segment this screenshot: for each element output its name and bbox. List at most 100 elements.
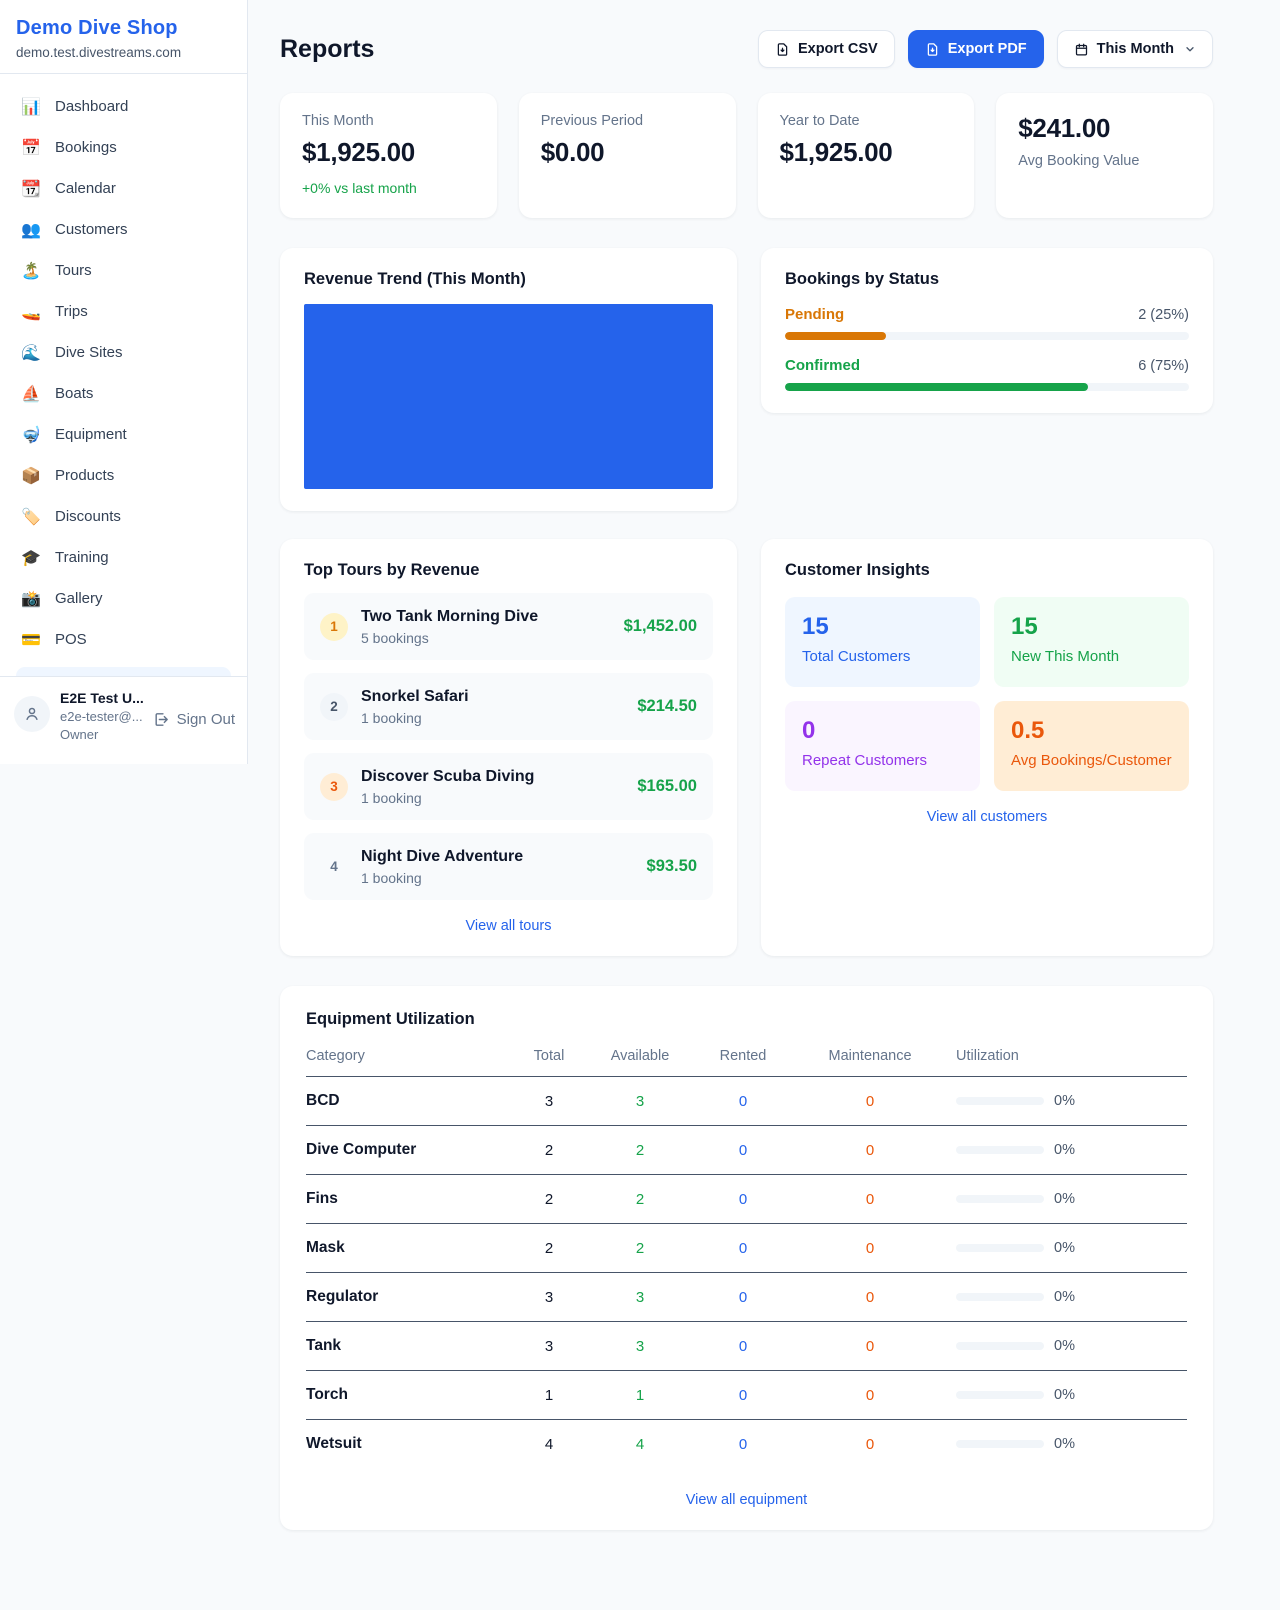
table-row: Wetsuit 4 4 0 0 0% bbox=[306, 1420, 1187, 1468]
top-tours-card: Top Tours by Revenue 1 Two Tank Morning … bbox=[280, 539, 737, 956]
sidebar-user-panel: E2E Test U... e2e-tester@... Owner Sign … bbox=[0, 676, 247, 764]
equipment-total: 4 bbox=[544, 1435, 554, 1453]
column-header-total: Total bbox=[533, 1048, 565, 1064]
stat-label: Avg Booking Value bbox=[1018, 153, 1140, 169]
wave-icon: 🌊 bbox=[21, 343, 41, 362]
utilization-bar bbox=[956, 1146, 1044, 1154]
stat-label: Previous Period bbox=[540, 113, 644, 129]
page-title: Reports bbox=[280, 34, 375, 63]
stat-label: This Month bbox=[302, 113, 374, 129]
equipment-total: 1 bbox=[544, 1386, 554, 1404]
export-pdf-button[interactable]: Export PDF bbox=[907, 30, 1044, 68]
tour-row: 1 Two Tank Morning Dive 5 bookings $1,45… bbox=[304, 593, 713, 660]
column-header-rented: Rented bbox=[719, 1048, 767, 1064]
sidebar-item-discounts[interactable]: 🏷️ Discounts bbox=[8, 496, 239, 537]
sidebar-item-boats[interactable]: ⛵ Boats bbox=[8, 373, 239, 414]
tour-name: Snorkel Safari bbox=[361, 687, 469, 705]
chevron-down-icon bbox=[1186, 47, 1194, 52]
island-icon: 🏝️ bbox=[21, 261, 41, 280]
tour-bookings: 1 booking bbox=[361, 789, 422, 806]
equipment-category: Dive Computer bbox=[306, 1141, 417, 1158]
status-row-confirmed: Confirmed 6 (75%) bbox=[785, 357, 1189, 391]
export-csv-label: Export CSV bbox=[797, 41, 878, 57]
sidebar-item-label: Training bbox=[55, 549, 109, 566]
stat-card-previous-period: Previous Period $0.00 bbox=[518, 93, 736, 218]
calendar-icon bbox=[1075, 43, 1087, 55]
rank-badge: 3 bbox=[320, 772, 348, 801]
revenue-trend-title: Revenue Trend (This Month) bbox=[304, 270, 526, 288]
sailboat-icon: ⛵ bbox=[21, 384, 41, 403]
calendar-date-icon: 📅 bbox=[21, 138, 41, 157]
equipment-available: 2 bbox=[635, 1190, 645, 1208]
sidebar-item-label: Dive Sites bbox=[55, 344, 123, 361]
credit-card-icon: 💳 bbox=[21, 630, 41, 649]
equipment-rented: 0 bbox=[738, 1288, 748, 1306]
shop-header: Demo Dive Shop demo.test.divestreams.com bbox=[0, 0, 247, 74]
equipment-rented: 0 bbox=[738, 1435, 748, 1453]
progress-fill bbox=[785, 383, 1088, 391]
equipment-total: 3 bbox=[544, 1337, 554, 1355]
camera-icon: 📸 bbox=[21, 589, 41, 608]
sidebar-item-reports-partial[interactable] bbox=[16, 667, 231, 676]
sidebar-item-tours[interactable]: 🏝️ Tours bbox=[8, 250, 239, 291]
stat-value: $1,925.00 bbox=[779, 137, 893, 167]
sidebar-item-calendar[interactable]: 📆 Calendar bbox=[8, 168, 239, 209]
view-all-equipment-link[interactable]: View all equipment bbox=[685, 1492, 808, 1508]
period-select[interactable]: This Month bbox=[1056, 30, 1213, 68]
utilization-cell: 0% bbox=[942, 1191, 1187, 1207]
utilization-percent: 0% bbox=[1054, 1093, 1075, 1109]
table-header: Category Total Available Rented Maintena… bbox=[306, 1048, 1187, 1077]
tile-value: 15 bbox=[802, 613, 829, 640]
tour-bookings: 1 booking bbox=[361, 869, 422, 886]
equipment-category: Wetsuit bbox=[306, 1435, 362, 1452]
view-all-tours-link[interactable]: View all tours bbox=[465, 918, 552, 934]
rank-badge: 1 bbox=[320, 612, 348, 641]
rank-badge: 2 bbox=[320, 692, 348, 721]
column-header-utilization: Utilization bbox=[956, 1048, 1019, 1064]
sidebar-item-products[interactable]: 📦 Products bbox=[8, 455, 239, 496]
tile-label: Repeat Customers bbox=[802, 752, 928, 769]
sign-out-icon bbox=[155, 713, 168, 726]
status-row-pending: Pending 2 (25%) bbox=[785, 306, 1189, 340]
sidebar-item-customers[interactable]: 👥 Customers bbox=[8, 209, 239, 250]
tour-name: Discover Scuba Diving bbox=[361, 767, 535, 785]
equipment-maintenance: 0 bbox=[865, 1141, 875, 1159]
sidebar-item-pos[interactable]: 💳 POS bbox=[8, 619, 239, 660]
person-icon bbox=[26, 707, 38, 720]
tour-bookings: 5 bookings bbox=[361, 629, 429, 646]
sidebar-item-bookings[interactable]: 📅 Bookings bbox=[8, 127, 239, 168]
utilization-percent: 0% bbox=[1054, 1289, 1075, 1305]
sidebar-item-trips[interactable]: 🚤 Trips bbox=[8, 291, 239, 332]
tile-value: 15 bbox=[1011, 613, 1038, 640]
sign-out-button[interactable]: Sign Out bbox=[153, 711, 235, 728]
equipment-rented: 0 bbox=[738, 1337, 748, 1355]
sidebar-item-label: Equipment bbox=[55, 426, 127, 443]
table-row: Tank 3 3 0 0 0% bbox=[306, 1322, 1187, 1371]
tile-value: 0.5 bbox=[1011, 717, 1045, 744]
stat-card-avg-booking-value: $241.00 Avg Booking Value bbox=[996, 93, 1213, 218]
file-download-icon bbox=[927, 42, 937, 56]
tile-label: New This Month bbox=[1011, 648, 1120, 665]
tile-label: Total Customers bbox=[802, 648, 911, 665]
sidebar-item-equipment[interactable]: 🤿 Equipment bbox=[8, 414, 239, 455]
equipment-rented: 0 bbox=[738, 1239, 748, 1257]
dashboard-chart-icon: 📊 bbox=[21, 97, 41, 116]
equipment-category: Tank bbox=[306, 1337, 342, 1354]
sidebar-item-gallery[interactable]: 📸 Gallery bbox=[8, 578, 239, 619]
utilization-cell: 0% bbox=[942, 1436, 1187, 1452]
stat-value: $241.00 bbox=[1018, 113, 1111, 143]
stat-card-year-to-date: Year to Date $1,925.00 bbox=[757, 93, 975, 218]
equipment-total: 2 bbox=[544, 1190, 554, 1208]
progress-fill bbox=[785, 332, 886, 340]
column-header-available: Available bbox=[610, 1048, 670, 1064]
equipment-maintenance: 0 bbox=[865, 1288, 875, 1306]
sidebar: Demo Dive Shop demo.test.divestreams.com… bbox=[0, 0, 248, 764]
rank-badge: 4 bbox=[330, 859, 338, 874]
sidebar-item-training[interactable]: 🎓 Training bbox=[8, 537, 239, 578]
equipment-rented: 0 bbox=[738, 1386, 748, 1404]
view-all-customers-link[interactable]: View all customers bbox=[926, 809, 1048, 825]
bookings-by-status-card: Bookings by Status Pending 2 (25%) Confi… bbox=[761, 248, 1213, 413]
export-csv-button[interactable]: Export CSV bbox=[757, 30, 895, 68]
sidebar-item-dashboard[interactable]: 📊 Dashboard bbox=[8, 86, 239, 127]
sidebar-item-dive-sites[interactable]: 🌊 Dive Sites bbox=[8, 332, 239, 373]
